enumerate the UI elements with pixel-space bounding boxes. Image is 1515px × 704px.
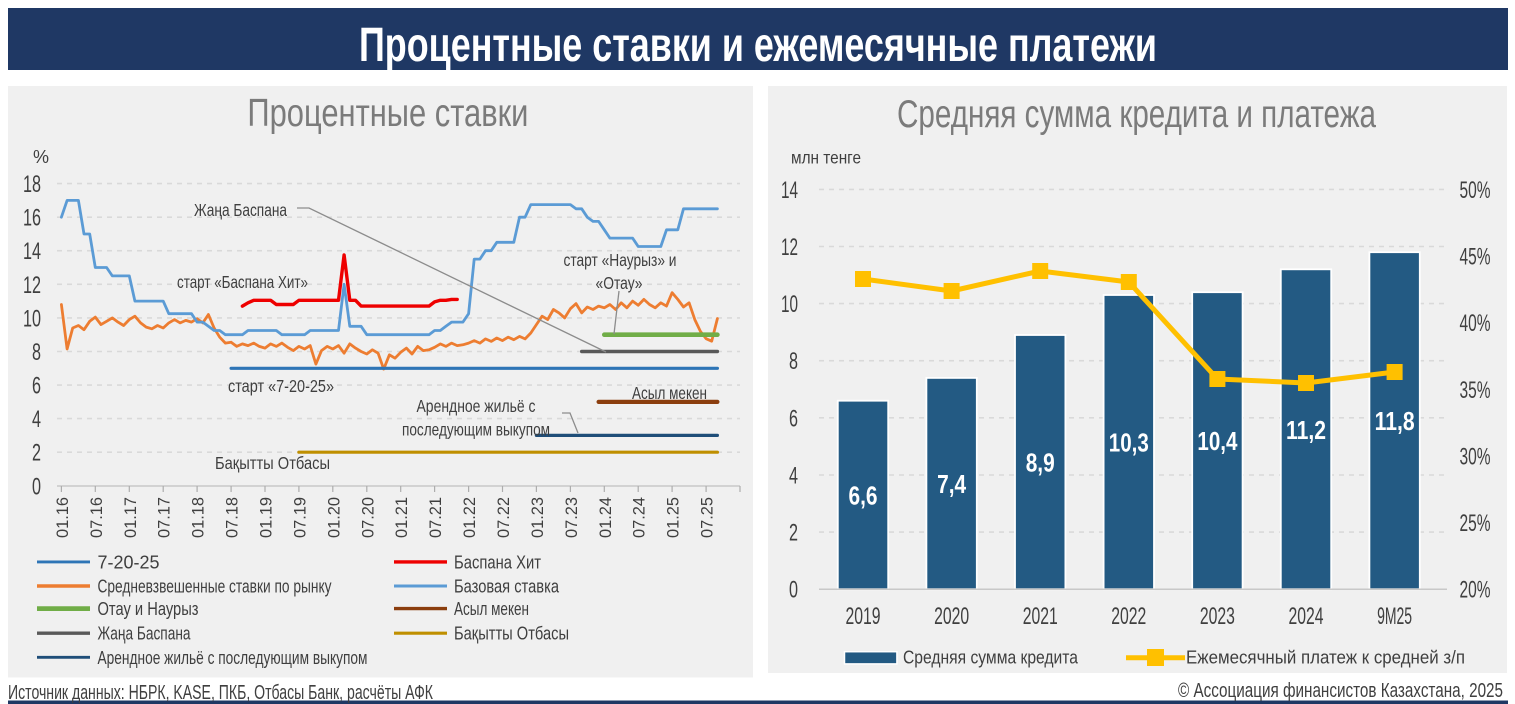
svg-text:10: 10 <box>23 305 41 332</box>
svg-text:2: 2 <box>32 440 41 467</box>
svg-text:старт «Баспана Хит»: старт «Баспана Хит» <box>177 272 308 292</box>
svg-text:01.16: 01.16 <box>53 497 72 538</box>
svg-text:Жаңа Баспана: Жаңа Баспана <box>194 200 287 220</box>
svg-text:11,2: 11,2 <box>1286 415 1326 445</box>
svg-text:20%: 20% <box>1460 577 1491 604</box>
svg-text:10: 10 <box>781 291 798 318</box>
svg-text:07.24: 07.24 <box>630 497 649 538</box>
svg-text:4: 4 <box>32 406 41 433</box>
svg-text:6: 6 <box>32 373 41 400</box>
svg-text:12: 12 <box>781 234 798 261</box>
svg-text:Процентные ставки: Процентные ставки <box>247 92 528 135</box>
svg-text:2: 2 <box>789 520 798 547</box>
svg-text:10,3: 10,3 <box>1109 428 1149 458</box>
svg-text:7-20-25: 7-20-25 <box>98 552 160 572</box>
svg-text:01.20: 01.20 <box>324 497 343 538</box>
svg-text:Асыл мекен: Асыл мекен <box>454 599 529 619</box>
svg-text:Средняя сумма кредита: Средняя сумма кредита <box>903 648 1079 668</box>
svg-text:30%: 30% <box>1460 443 1491 470</box>
svg-text:8,9: 8,9 <box>1026 448 1055 478</box>
svg-text:07.19: 07.19 <box>290 497 309 538</box>
svg-text:14: 14 <box>781 177 798 204</box>
svg-text:Процентные ставки и ежемесячны: Процентные ставки и ежемесячные платежи <box>359 19 1157 72</box>
svg-text:7,4: 7,4 <box>937 469 966 499</box>
svg-text:8: 8 <box>789 348 798 375</box>
svg-text:Баспана Хит: Баспана Хит <box>454 552 541 572</box>
svg-text:07.17: 07.17 <box>155 497 174 538</box>
svg-text:4: 4 <box>789 463 798 490</box>
svg-text:07.23: 07.23 <box>562 497 581 538</box>
svg-text:01.21: 01.21 <box>392 497 411 538</box>
svg-text:07.21: 07.21 <box>426 497 445 538</box>
svg-text:40%: 40% <box>1460 310 1491 337</box>
svg-text:14: 14 <box>23 238 41 265</box>
svg-text:2021: 2021 <box>1023 603 1058 630</box>
svg-text:2024: 2024 <box>1289 603 1324 630</box>
svg-text:2020: 2020 <box>934 603 969 630</box>
svg-text:01.22: 01.22 <box>460 497 479 538</box>
svg-text:Ежемесячный платеж к средней з: Ежемесячный платеж к средней з/п <box>1186 648 1465 668</box>
svg-text:© Ассоциация финансистов Казах: © Ассоциация финансистов Казахстана, 202… <box>1178 680 1503 702</box>
svg-text:2019: 2019 <box>846 603 881 630</box>
svg-text:старт «Наурыз» и: старт «Наурыз» и <box>564 250 677 270</box>
svg-text:07.16: 07.16 <box>87 497 106 538</box>
svg-text:25%: 25% <box>1460 510 1491 537</box>
svg-text:01.25: 01.25 <box>664 497 683 538</box>
svg-text:07.22: 07.22 <box>494 497 513 538</box>
svg-text:старт «7-20-25»: старт «7-20-25» <box>228 376 334 396</box>
svg-text:2022: 2022 <box>1111 603 1146 630</box>
svg-text:12: 12 <box>23 272 41 299</box>
svg-text:50%: 50% <box>1460 177 1491 204</box>
svg-text:11,8: 11,8 <box>1375 406 1415 436</box>
svg-text:Бақытты Отбасы: Бақытты Отбасы <box>454 624 569 644</box>
svg-text:8: 8 <box>32 339 41 366</box>
svg-text:Арендное жильё с: Арендное жильё с <box>417 396 536 416</box>
svg-text:10,4: 10,4 <box>1197 426 1237 456</box>
svg-text:«Отау»: «Отау» <box>596 273 643 293</box>
svg-text:35%: 35% <box>1460 377 1491 404</box>
svg-text:Жаңа Баспана: Жаңа Баспана <box>98 624 192 644</box>
svg-text:07.20: 07.20 <box>358 497 377 538</box>
svg-text:6,6: 6,6 <box>849 481 878 511</box>
svg-text:16: 16 <box>23 205 41 232</box>
svg-text:%: % <box>33 147 49 167</box>
svg-text:07.18: 07.18 <box>223 497 242 538</box>
svg-text:18: 18 <box>23 171 41 198</box>
svg-text:Средневзвешенные ставки по рын: Средневзвешенные ставки по рынку <box>98 577 332 597</box>
svg-text:0: 0 <box>32 473 41 500</box>
svg-text:07.25: 07.25 <box>698 497 717 538</box>
svg-text:Арендное жильё с последующим в: Арендное жильё с последующим выкупом <box>98 648 368 668</box>
svg-text:Отау и Наурыз: Отау и Наурыз <box>98 599 199 619</box>
svg-text:45%: 45% <box>1460 244 1491 271</box>
svg-text:Базовая ставка: Базовая ставка <box>454 577 560 597</box>
svg-text:млн тенге: млн тенге <box>791 148 861 168</box>
svg-text:01.18: 01.18 <box>189 497 208 538</box>
svg-text:Бақытты Отбасы: Бақытты Отбасы <box>215 453 330 473</box>
svg-text:01.19: 01.19 <box>257 497 276 538</box>
svg-text:6: 6 <box>789 405 798 432</box>
svg-text:2023: 2023 <box>1200 603 1235 630</box>
svg-text:01.24: 01.24 <box>596 497 615 538</box>
svg-text:9М25: 9М25 <box>1377 603 1412 630</box>
svg-text:Асыл мекен: Асыл мекен <box>632 383 707 403</box>
svg-text:Средняя сумма кредита и платеж: Средняя сумма кредита и платежа <box>897 93 1376 136</box>
svg-text:01.23: 01.23 <box>528 497 547 538</box>
svg-text:0: 0 <box>789 577 798 604</box>
svg-text:Источник данных: НБРК, KASE, П: Источник данных: НБРК, KASE, ПКБ, Отбасы… <box>8 682 433 704</box>
svg-text:последующим выкупом: последующим выкупом <box>402 420 550 440</box>
svg-text:01.17: 01.17 <box>121 497 140 538</box>
